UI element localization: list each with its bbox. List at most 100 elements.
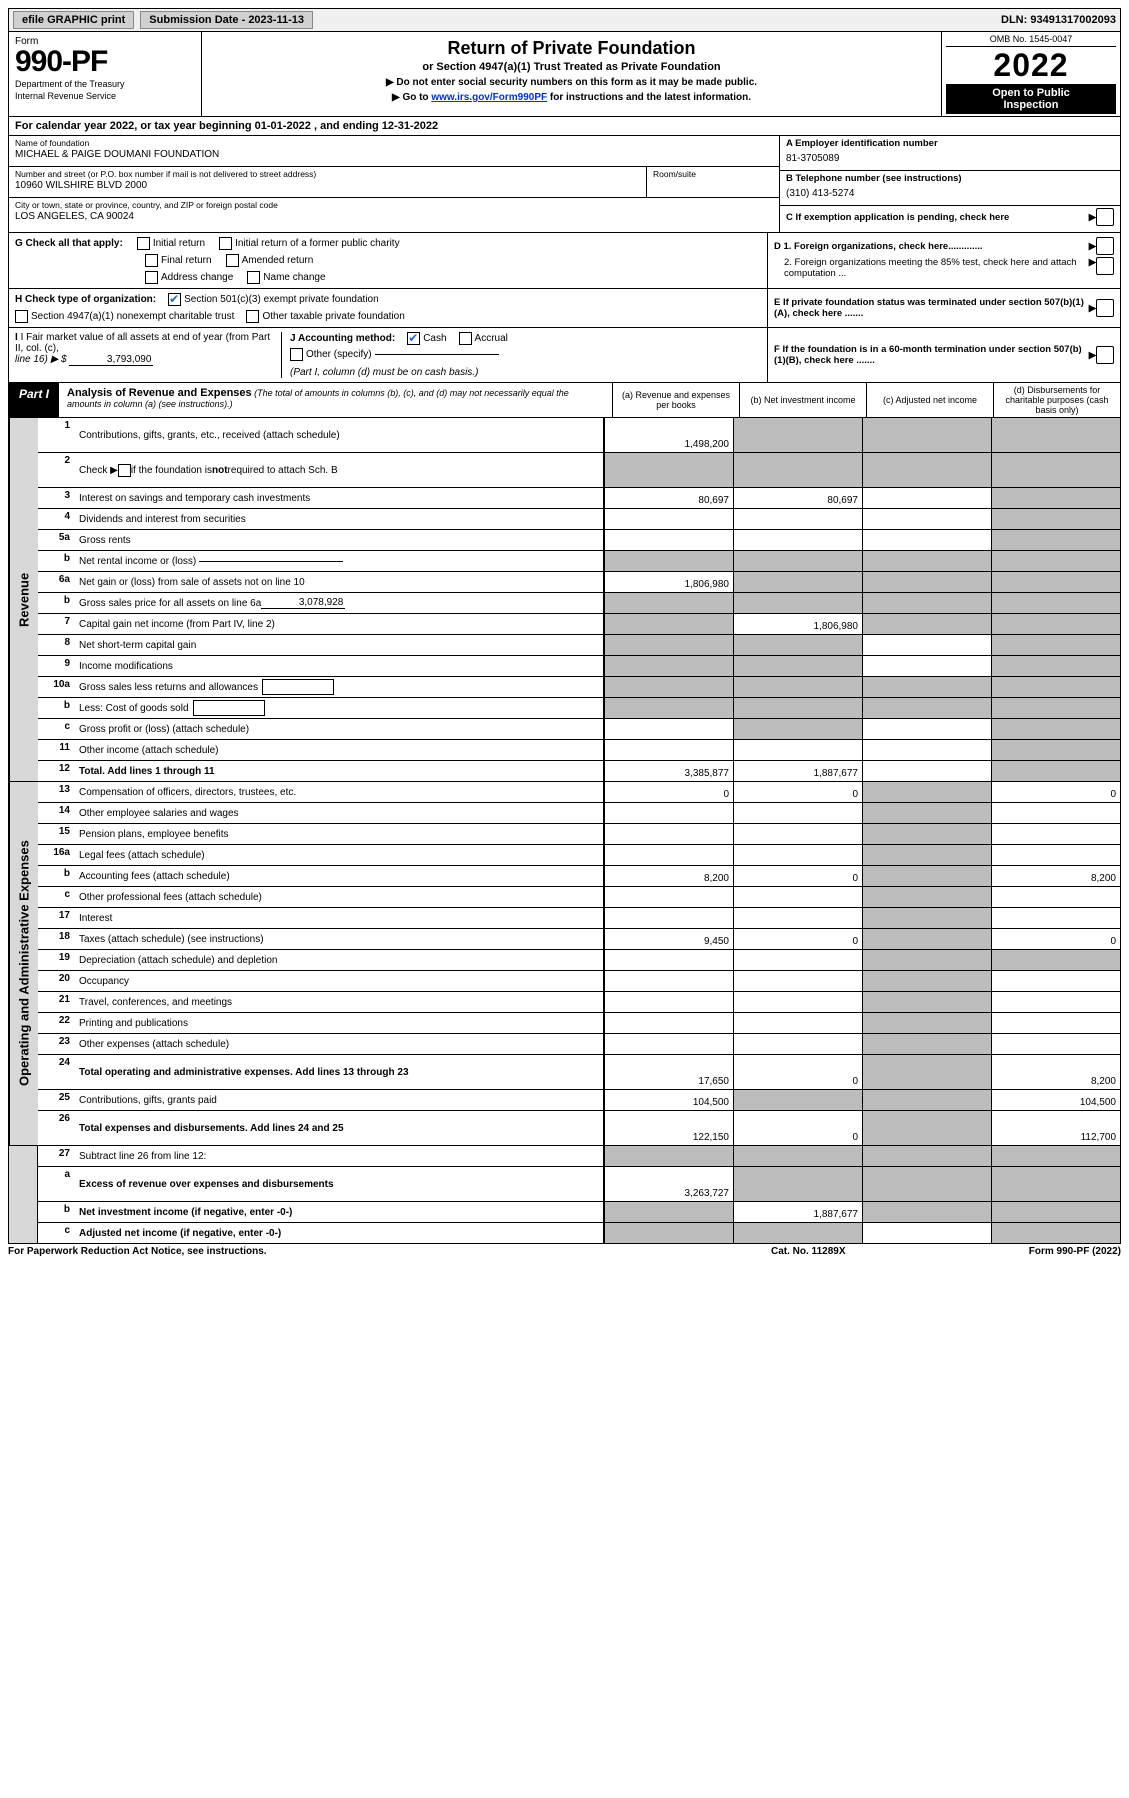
cat-no: Cat. No. 11289X [771, 1246, 971, 1257]
check-c[interactable] [1096, 208, 1114, 226]
dln-number: DLN: 93491317002093 [1001, 14, 1116, 26]
accounting-method: J Accounting method: Cash Accrual Other … [282, 332, 761, 378]
col-a-hdr: (a) Revenue and expenses per books [612, 383, 739, 417]
expenses-side-label: Operating and Administrative Expenses [9, 782, 38, 1145]
line-20: Occupancy [75, 971, 604, 991]
line-6b: Gross sales price for all assets on line… [75, 593, 604, 613]
ssn-warning: ▶ Do not enter social security numbers o… [210, 77, 933, 88]
chk-d2[interactable] [1096, 257, 1114, 275]
line-23: Other expenses (attach schedule) [75, 1034, 604, 1054]
form-title: Return of Private Foundation [210, 38, 933, 59]
chk-other-taxable[interactable] [246, 310, 259, 323]
line-4: Dividends and interest from securities [75, 509, 604, 529]
room-cell: Room/suite [647, 167, 779, 197]
omb-number: OMB No. 1545-0047 [946, 34, 1116, 47]
fmv-value: 3,793,090 [69, 354, 153, 366]
line-13: Compensation of officers, directors, tru… [75, 782, 604, 802]
line-22: Printing and publications [75, 1013, 604, 1033]
col-c-hdr: (c) Adjusted net income [866, 383, 993, 417]
section-ij-f: I I Fair market value of all assets at e… [8, 328, 1121, 383]
chk-accrual[interactable] [459, 332, 472, 345]
dept-irs: Internal Revenue Service [15, 91, 195, 101]
irs-link[interactable]: www.irs.gov/Form990PF [431, 92, 547, 103]
line-17: Interest [75, 908, 604, 928]
line-5b: Net rental income or (loss) [75, 551, 604, 571]
foundation-info: Name of foundation MICHAEL & PAIGE DOUMA… [8, 136, 1121, 233]
line-27c: Adjusted net income (if negative, enter … [75, 1223, 604, 1243]
line-11: Other income (attach schedule) [75, 740, 604, 760]
line-27b: Net investment income (if negative, ente… [75, 1202, 604, 1222]
col-b-hdr: (b) Net investment income [739, 383, 866, 417]
line27-table: 27Subtract line 26 from line 12: aExcess… [8, 1146, 1121, 1244]
line-18: Taxes (attach schedule) (see instruction… [75, 929, 604, 949]
line-19: Depreciation (attach schedule) and deple… [75, 950, 604, 970]
dept-treasury: Department of the Treasury [15, 79, 195, 89]
expenses-table: Operating and Administrative Expenses 13… [8, 782, 1121, 1146]
open-public: Open to Public Inspection [946, 84, 1116, 114]
chk-e[interactable] [1096, 299, 1114, 317]
line-10b: Less: Cost of goods sold [75, 698, 604, 718]
form-ref: Form 990-PF (2022) [971, 1246, 1121, 1257]
chk-name-change[interactable] [247, 271, 260, 284]
form-header: Form 990-PF Department of the Treasury I… [8, 32, 1121, 117]
line-9: Income modifications [75, 656, 604, 676]
city-cell: City or town, state or province, country… [9, 198, 779, 228]
page-footer: For Paperwork Reduction Act Notice, see … [8, 1244, 1121, 1257]
calendar-year-line: For calendar year 2022, or tax year begi… [8, 117, 1121, 136]
line-16c: Other professional fees (attach schedule… [75, 887, 604, 907]
part1-tag: Part I [9, 383, 59, 417]
chk-amended-return[interactable] [226, 254, 239, 267]
chk-f[interactable] [1096, 346, 1114, 364]
line-10c: Gross profit or (loss) (attach schedule) [75, 719, 604, 739]
g-label: G Check all that apply: [15, 238, 123, 249]
line-21: Travel, conferences, and meetings [75, 992, 604, 1012]
line-3: Interest on savings and temporary cash i… [75, 488, 604, 508]
line-26: Total expenses and disbursements. Add li… [75, 1111, 604, 1145]
chk-4947a1[interactable] [15, 310, 28, 323]
line-1: Contributions, gifts, grants, etc., rece… [75, 418, 604, 452]
col-d-hdr: (d) Disbursements for charitable purpose… [993, 383, 1120, 417]
chk-501c3[interactable] [168, 293, 181, 306]
fmv-cell: I I Fair market value of all assets at e… [15, 332, 282, 378]
line-5a: Gross rents [75, 530, 604, 550]
chk-final-return[interactable] [145, 254, 158, 267]
submission-date: Submission Date - 2023-11-13 [140, 11, 313, 29]
line-12: Total. Add lines 1 through 11 [75, 761, 604, 781]
phone-cell: B Telephone number (see instructions) (3… [780, 171, 1120, 206]
form-title-block: Return of Private Foundation or Section … [202, 32, 941, 116]
line-27a: Excess of revenue over expenses and disb… [75, 1167, 604, 1201]
tax-year: 2022 [946, 47, 1116, 84]
form-id-block: Form 990-PF Department of the Treasury I… [9, 32, 202, 116]
line-6a: Net gain or (loss) from sale of assets n… [75, 572, 604, 592]
chk-address-change[interactable] [145, 271, 158, 284]
line-2: Check ▶ if the foundation is not require… [75, 453, 604, 487]
h-label: H Check type of organization: [15, 294, 156, 305]
chk-other-method[interactable] [290, 348, 303, 361]
form-number: 990-PF [15, 47, 195, 77]
section-g-d: G Check all that apply: Initial return I… [8, 233, 1121, 289]
revenue-side-label: Revenue [9, 418, 38, 781]
ein-cell: A Employer identification number 81-3705… [780, 136, 1120, 171]
efile-print-btn[interactable]: efile GRAPHIC print [13, 11, 134, 29]
exemption-pending: C If exemption application is pending, c… [780, 206, 1120, 232]
line-15: Pension plans, employee benefits [75, 824, 604, 844]
chk-d1[interactable] [1096, 237, 1114, 255]
chk-cash[interactable] [407, 332, 420, 345]
line-7: Capital gain net income (from Part IV, l… [75, 614, 604, 634]
line-27: Subtract line 26 from line 12: [75, 1146, 604, 1166]
section-h-e: H Check type of organization: Section 50… [8, 289, 1121, 328]
chk-sch-b[interactable] [118, 464, 131, 477]
line-16a: Legal fees (attach schedule) [75, 845, 604, 865]
foundation-name-cell: Name of foundation MICHAEL & PAIGE DOUMA… [9, 136, 779, 167]
line-25: Contributions, gifts, grants paid [75, 1090, 604, 1110]
line-24: Total operating and administrative expen… [75, 1055, 604, 1089]
line-8: Net short-term capital gain [75, 635, 604, 655]
chk-initial-return[interactable] [137, 237, 150, 250]
part1-desc: Analysis of Revenue and Expenses (The to… [59, 383, 612, 417]
form-subtitle: or Section 4947(a)(1) Trust Treated as P… [210, 61, 933, 73]
line-16b: Accounting fees (attach schedule) [75, 866, 604, 886]
part1-header: Part I Analysis of Revenue and Expenses … [8, 383, 1121, 418]
paperwork-notice: For Paperwork Reduction Act Notice, see … [8, 1246, 771, 1257]
line-10a: Gross sales less returns and allowances [75, 677, 604, 697]
chk-initial-former[interactable] [219, 237, 232, 250]
